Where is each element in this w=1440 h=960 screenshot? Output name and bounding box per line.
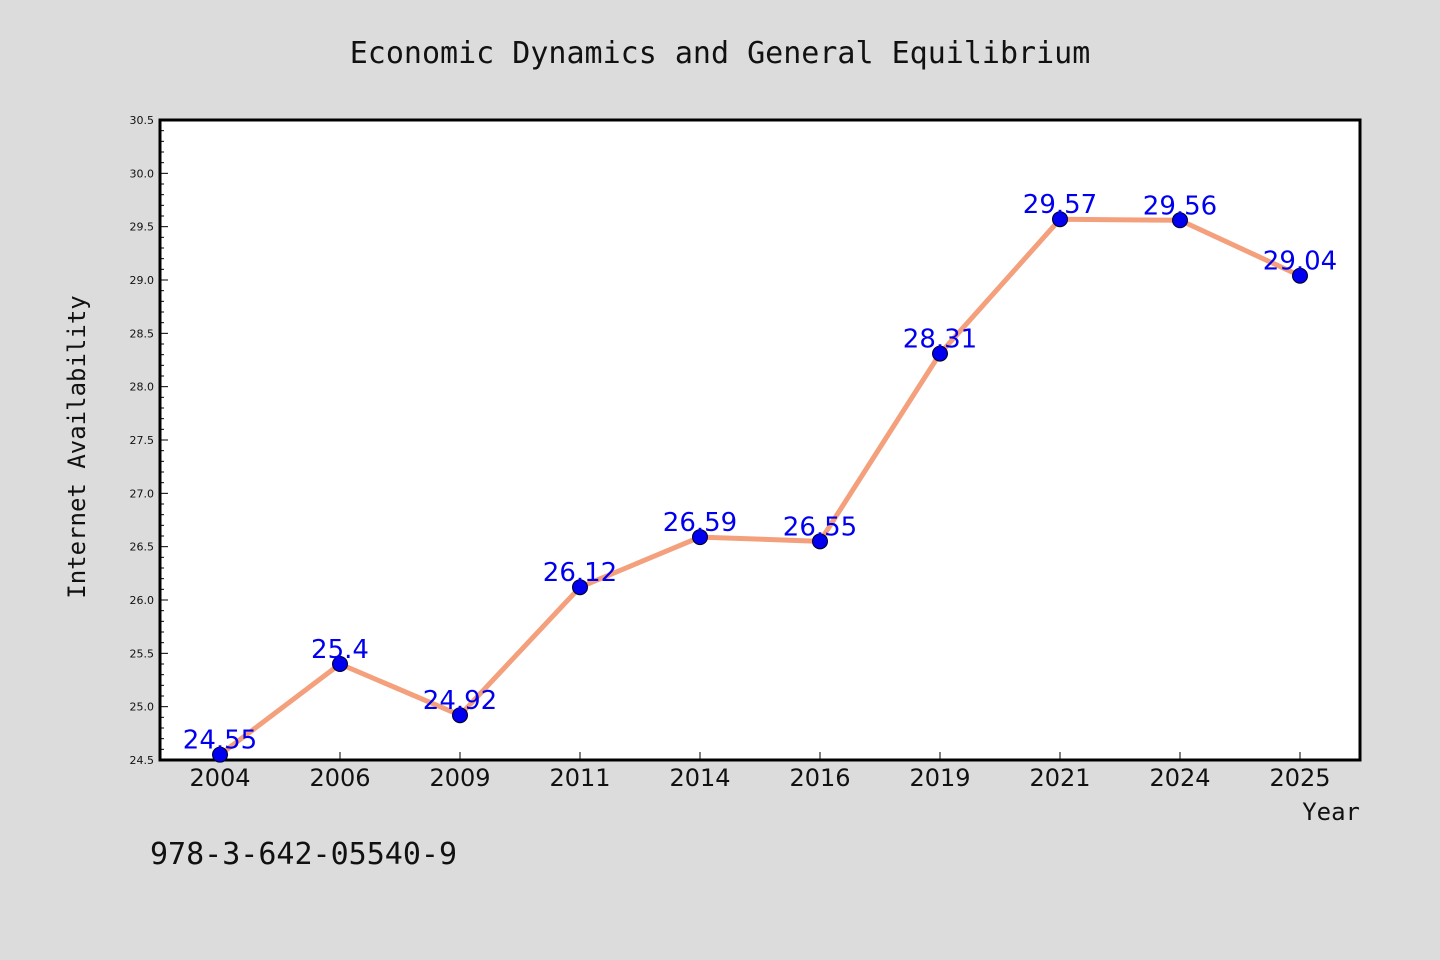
data-label: 29.56 [1143,191,1217,221]
x-tick-label: 2025 [1269,764,1330,792]
y-tick-label: 25.0 [130,701,155,714]
x-tick-label: 2004 [189,764,250,792]
data-point [452,707,468,724]
data-label: 26.55 [783,512,857,542]
x-axis: 2004 2006 2009 2011 2014 2016 2019 2021 2024 2025 [189,752,1331,792]
data-label: 29.57 [1023,190,1097,220]
y-tick-label: 26.0 [130,594,155,607]
data-point [1052,211,1068,228]
x-tick-label: 2009 [429,764,490,792]
x-tick-label: 2014 [669,764,730,792]
y-tick-label: 30.0 [130,167,155,180]
y-tick-label: 29.5 [130,221,155,234]
data-point [812,533,828,550]
series-group [212,211,1308,763]
data-point [572,579,588,596]
data-point [1292,267,1308,284]
plot-area [158,118,1362,762]
data-label: 25.4 [311,635,369,665]
data-label: 24.55 [183,726,257,756]
series-line [217,216,1303,758]
y-tick-label: 24.5 [130,754,155,767]
y-tick-label: 25.5 [130,647,155,660]
data-labels: 24.55 25.4 24.92 26.12 26.59 26.55 28.31 29.57 2… [183,190,1337,755]
x-tick-label: 2006 [309,764,370,792]
data-label: 26.59 [663,508,737,538]
x-tick-label: 2024 [1149,764,1210,792]
data-point [212,746,228,763]
data-point [932,345,948,362]
data-label: 28.31 [903,325,977,355]
x-tick-label: 2011 [549,764,610,792]
y-axis-label: Internet Availability [63,295,91,598]
y-tick-label: 28.5 [130,327,155,340]
y-tick-label: 29.0 [130,274,155,287]
data-label: 26.12 [543,558,617,588]
y-axis: 24.5 25.0 25.5 26.0 26.5 27.0 27.5 28.0 28.5 29.0… [130,114,168,767]
y-tick-label: 28.0 [130,381,155,394]
data-point [692,529,708,546]
data-label: 24.92 [423,686,497,716]
x-tick-label: 2021 [1029,764,1090,792]
y-tick-label: 27.5 [130,434,155,447]
x-tick-label: 2019 [909,764,970,792]
y-tick-label: 27.0 [130,487,155,500]
data-point [1172,212,1188,229]
y-tick-label: 30.5 [130,114,155,127]
x-tick-label: 2016 [789,764,850,792]
chart-title: Economic Dynamics and General Equilibriu… [350,36,1091,71]
data-label: 29.04 [1263,247,1337,277]
y-tick-label: 26.5 [130,541,155,554]
x-axis-label: Year [1302,798,1360,826]
isbn-annotation: 978-3-642-05540-9 [150,837,457,872]
data-point [332,656,348,672]
